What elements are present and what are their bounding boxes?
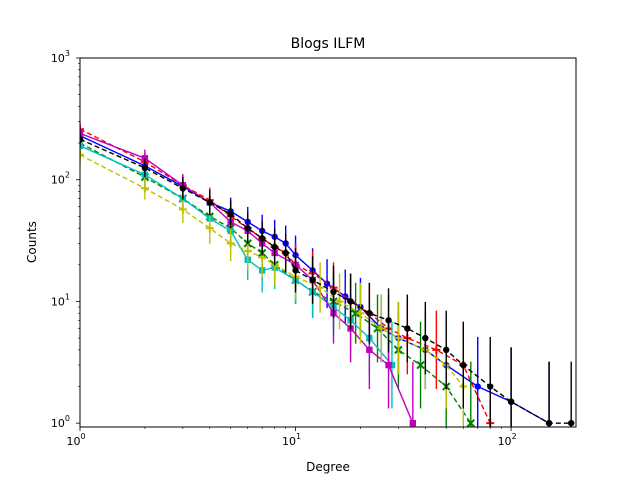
data-point — [335, 297, 344, 306]
x-tick-base: 10 — [66, 435, 80, 448]
data-point — [80, 136, 84, 143]
data-point — [80, 125, 84, 134]
data-point — [356, 309, 365, 318]
y-tick-label: 103 — [51, 49, 70, 65]
data-point — [141, 155, 149, 162]
y-tick-label: 100 — [51, 414, 70, 430]
plot-area — [80, 58, 576, 427]
data-point — [271, 243, 278, 251]
x-tick-base: 10 — [282, 435, 296, 448]
data-point — [243, 246, 252, 255]
data-point — [258, 235, 266, 242]
data-point — [416, 360, 425, 370]
data-point — [388, 361, 396, 369]
data-point — [80, 142, 84, 149]
plot-frame — [79, 57, 577, 428]
data-point — [394, 334, 403, 343]
data-point — [545, 419, 553, 427]
data-point — [474, 383, 481, 390]
data-point — [409, 419, 417, 427]
data-point — [366, 310, 373, 317]
data-point — [460, 361, 467, 369]
y-tick-base: 10 — [51, 174, 65, 187]
data-point — [385, 361, 392, 369]
data-point — [205, 224, 214, 233]
x-tick-label: 100 — [66, 432, 85, 448]
data-point — [487, 383, 494, 390]
data-point — [351, 309, 360, 318]
y-tick-label: 101 — [51, 292, 70, 308]
data-point — [330, 288, 337, 296]
y-tick-base: 10 — [51, 52, 65, 65]
data-point — [366, 346, 373, 354]
x-tick-base: 10 — [498, 435, 512, 448]
y-tick-label: 102 — [51, 171, 70, 187]
x-tick-exponent: 1 — [296, 432, 301, 441]
x-tick-exponent: 0 — [80, 432, 85, 441]
series-6 — [80, 131, 575, 427]
data-point — [404, 325, 411, 332]
data-point — [292, 267, 299, 274]
x-axis-label: Degree — [306, 460, 350, 474]
data-point — [80, 130, 84, 137]
data-point — [567, 419, 575, 427]
data-point — [80, 150, 84, 159]
data-point — [140, 184, 149, 193]
data-point — [141, 164, 149, 172]
y-tick-base: 10 — [51, 417, 65, 430]
chart-title: Blogs ILFM — [291, 36, 366, 52]
data-point — [385, 317, 392, 324]
x-tick-exponent: 2 — [512, 432, 517, 441]
data-point — [347, 298, 354, 305]
y-tick-base: 10 — [51, 295, 65, 308]
data-point — [466, 418, 475, 427]
data-point — [226, 239, 235, 248]
data-point — [227, 211, 234, 218]
data-point — [244, 224, 251, 232]
data-point — [507, 398, 515, 405]
y-tick-exponent: 0 — [65, 414, 70, 423]
data-point — [443, 346, 450, 354]
data-point — [377, 324, 386, 333]
data-point — [309, 276, 316, 284]
data-point — [282, 249, 289, 257]
data-point — [179, 185, 187, 192]
y-tick-exponent: 1 — [65, 292, 70, 301]
data-point — [432, 345, 441, 354]
x-tick-label: 101 — [282, 432, 301, 448]
y-tick-exponent: 2 — [65, 171, 70, 180]
x-tick-label: 102 — [498, 432, 517, 448]
data-point — [422, 334, 429, 342]
data-point — [178, 205, 187, 214]
y-tick-exponent: 3 — [65, 49, 70, 58]
y-axis-label: Counts — [25, 221, 39, 263]
data-point — [206, 199, 213, 206]
series-layer — [80, 122, 575, 427]
